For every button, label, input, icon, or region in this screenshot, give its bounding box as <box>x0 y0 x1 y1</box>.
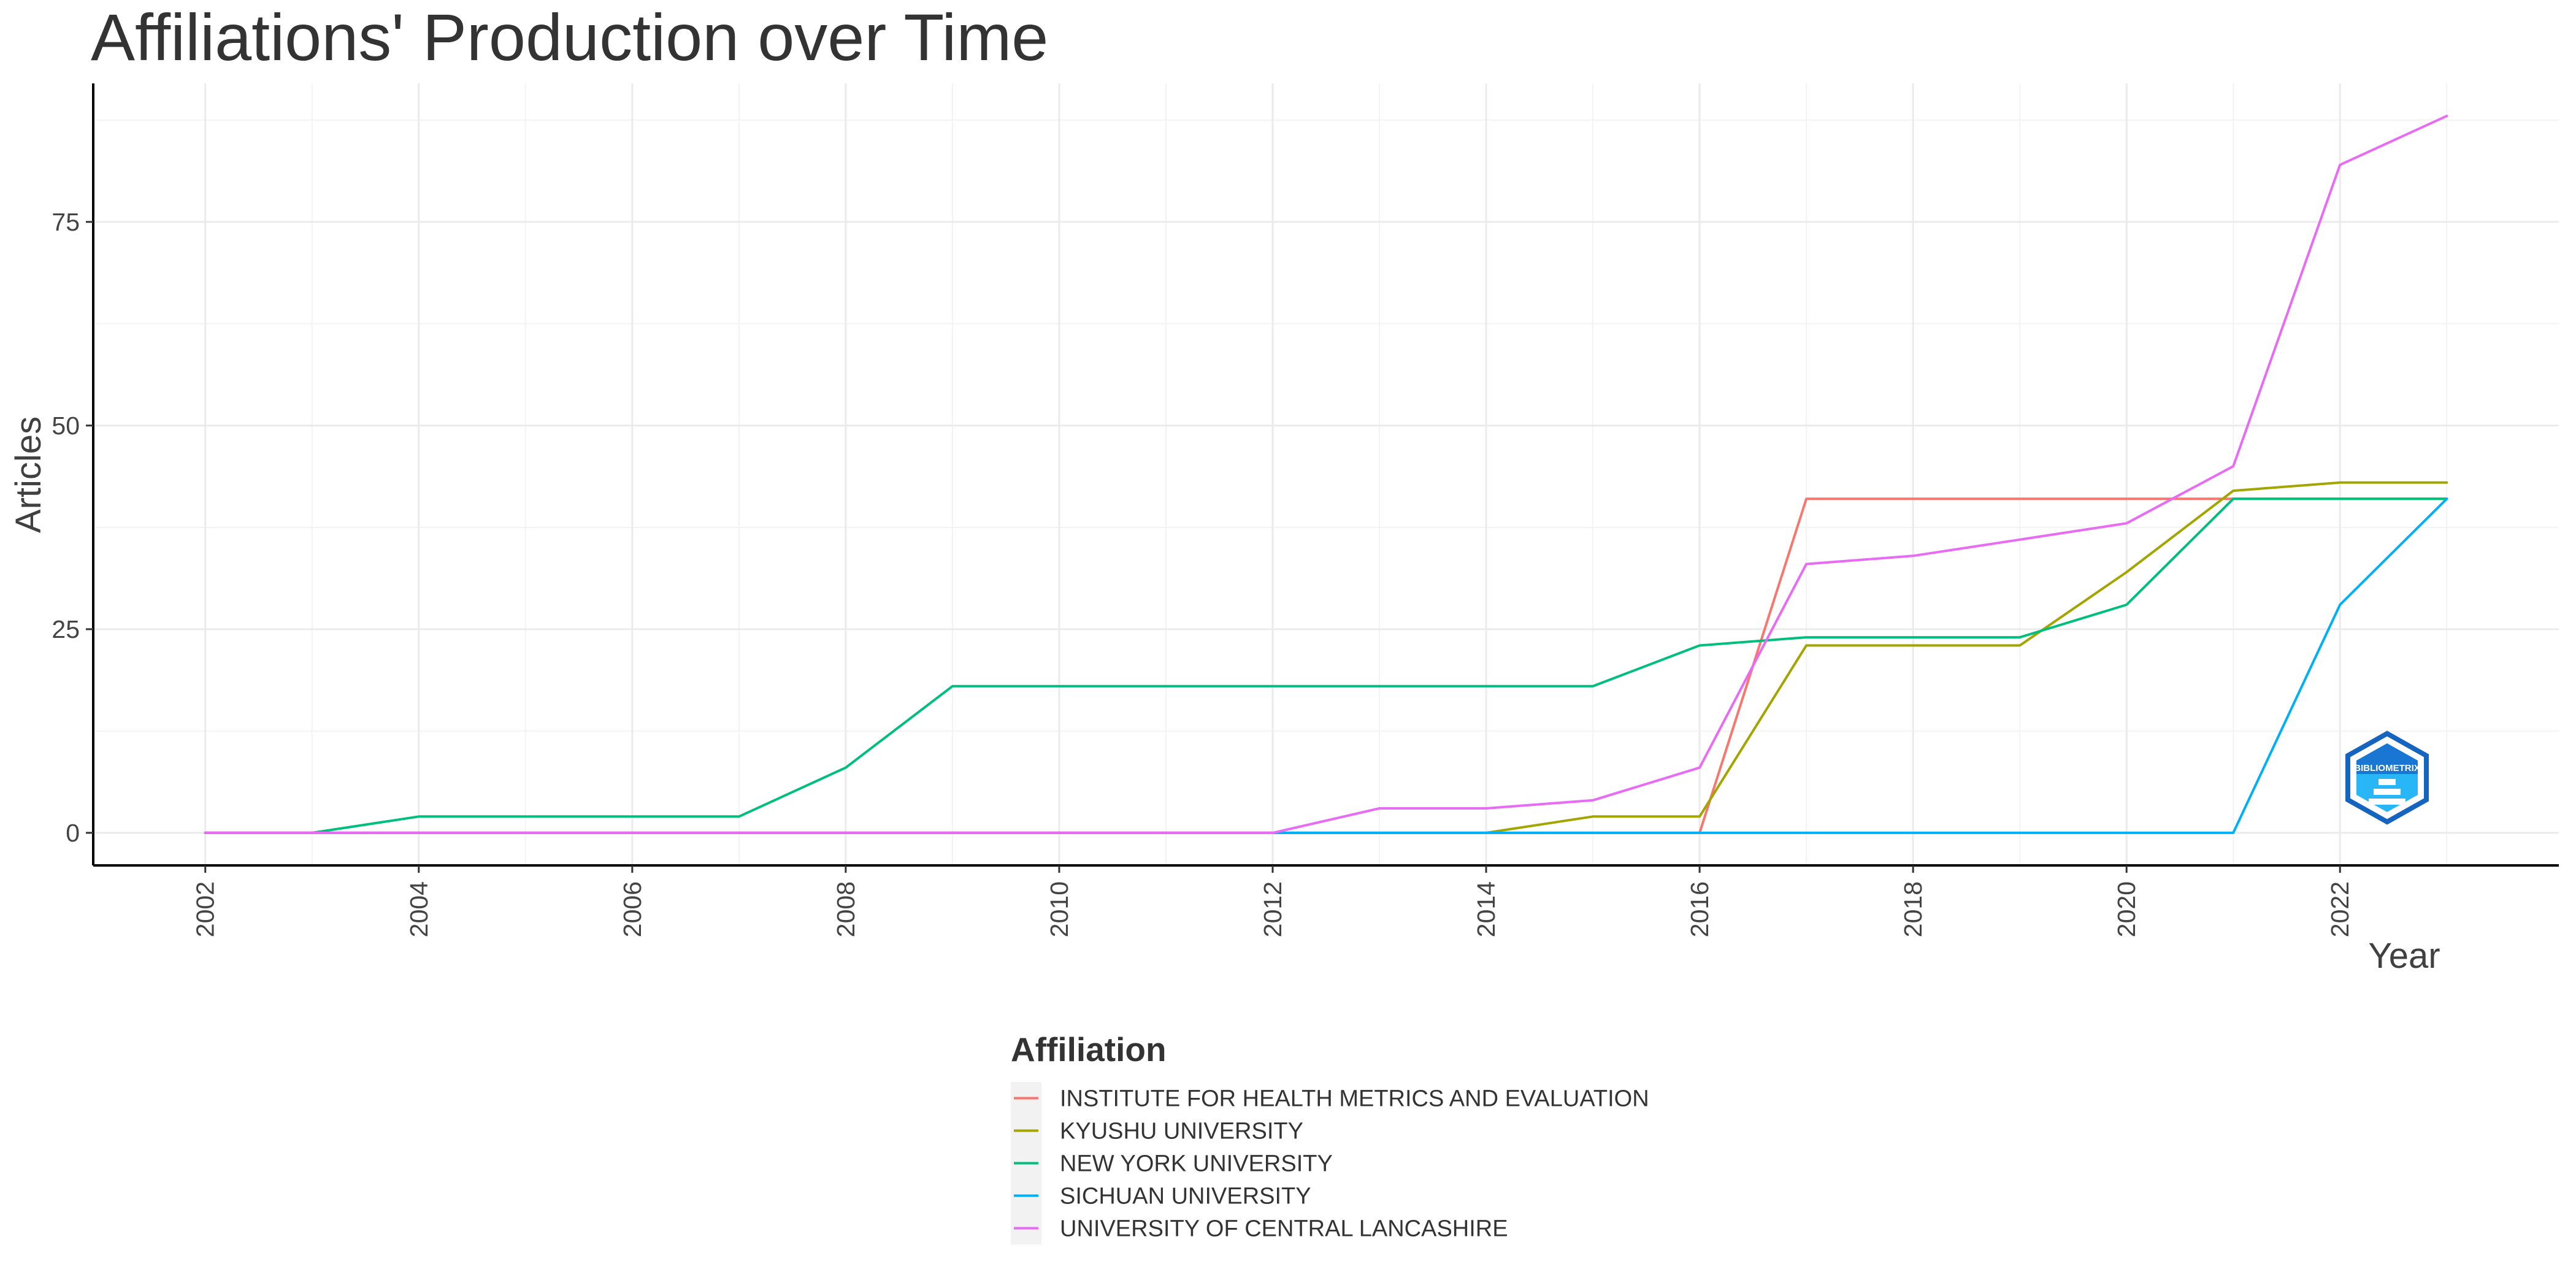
x-ticks: 2002 2004 2006 2008 2010 2012 2014 2016 2018 2020… <box>191 865 2354 937</box>
x-tick-label: 2008 <box>832 881 860 937</box>
x-axis-title: Year <box>2368 936 2440 976</box>
x-tick-label: 2022 <box>2326 881 2354 937</box>
legend-items: INSTITUTE FOR HEALTH METRICS AND EVALUAT… <box>1011 1082 1649 1244</box>
x-tick-label: 2020 <box>2112 881 2141 937</box>
x-tick-label: 2014 <box>1472 881 1500 937</box>
logo-bar-1 <box>2379 779 2396 785</box>
axes <box>92 83 2559 867</box>
x-tick-label: 2018 <box>1899 881 1927 937</box>
y-tick-label: 75 <box>52 208 80 236</box>
y-ticks: 0 25 50 75 <box>52 208 93 847</box>
legend-label: SICHUAN UNIVERSITY <box>1060 1184 1311 1209</box>
logo-bar-2 <box>2374 789 2401 795</box>
logo-bar-3 <box>2369 799 2405 805</box>
x-tick-label: 2010 <box>1045 881 1073 937</box>
logo-text: BIBLIOMETRIX <box>2354 763 2420 773</box>
series-line <box>204 115 2448 834</box>
series-line <box>204 481 2448 834</box>
legend: Affiliation INSTITUTE FOR HEALTH METRICS… <box>1011 1030 1649 1244</box>
x-tick-label: 2004 <box>405 881 433 937</box>
x-tick-label: 2012 <box>1259 881 1287 937</box>
chart-title: Affiliations' Production over Time <box>91 0 1048 74</box>
x-tick-label: 2002 <box>191 881 220 937</box>
legend-title: Affiliation <box>1011 1030 1167 1068</box>
logo-top-band <box>2356 743 2418 774</box>
y-tick-label: 50 <box>52 412 80 440</box>
legend-label: NEW YORK UNIVERSITY <box>1060 1151 1333 1177</box>
legend-label: KYUSHU UNIVERSITY <box>1060 1119 1303 1144</box>
legend-label: UNIVERSITY OF CENTRAL LANCASHIRE <box>1060 1216 1508 1242</box>
x-tick-label: 2016 <box>1685 881 1714 937</box>
grid-major <box>93 83 2559 865</box>
logo: BIBLIOMETRIX <box>2345 730 2429 825</box>
y-tick-label: 0 <box>66 819 80 847</box>
series-lines <box>204 115 2448 834</box>
grid-minor <box>93 83 2559 865</box>
series-line <box>204 497 2448 834</box>
x-tick-label: 2006 <box>618 881 646 937</box>
legend-label: INSTITUTE FOR HEALTH METRICS AND EVALUAT… <box>1060 1086 1649 1112</box>
series-line <box>204 497 2448 834</box>
series-line <box>204 497 2448 834</box>
y-tick-label: 25 <box>52 615 80 643</box>
y-axis-title: Articles <box>9 416 48 533</box>
